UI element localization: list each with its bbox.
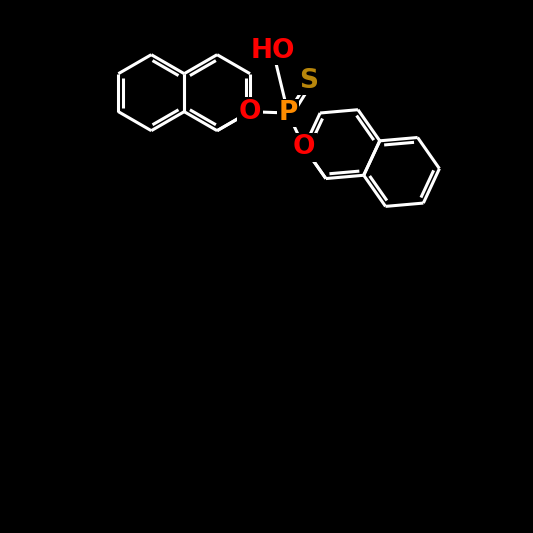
Text: HO: HO	[251, 38, 295, 64]
Text: P: P	[278, 100, 298, 126]
Text: O: O	[293, 134, 316, 160]
Text: O: O	[239, 99, 261, 125]
Text: S: S	[298, 68, 318, 94]
